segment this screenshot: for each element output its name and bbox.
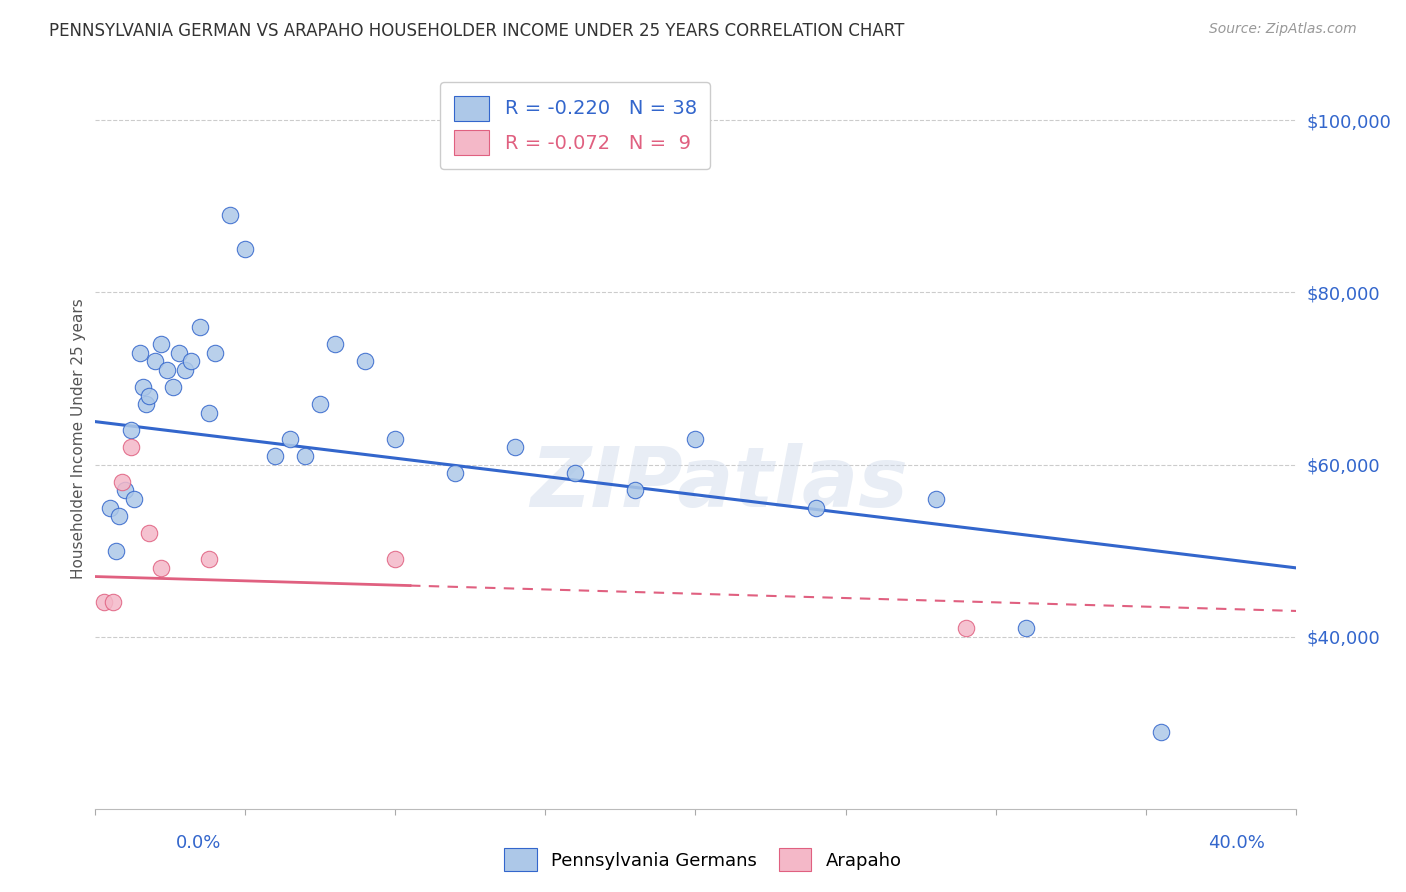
Y-axis label: Householder Income Under 25 years: Householder Income Under 25 years xyxy=(72,299,86,579)
Point xyxy=(104,543,127,558)
Point xyxy=(101,595,124,609)
Point xyxy=(564,466,586,480)
Text: 40.0%: 40.0% xyxy=(1209,834,1265,852)
Point xyxy=(263,449,285,463)
Point xyxy=(503,441,526,455)
Point xyxy=(685,432,707,446)
Point xyxy=(197,552,219,566)
Point xyxy=(143,354,166,368)
Point xyxy=(204,345,226,359)
Point xyxy=(294,449,316,463)
Point xyxy=(925,491,948,506)
Point xyxy=(128,345,150,359)
Point xyxy=(156,363,179,377)
Point xyxy=(384,552,406,566)
Point xyxy=(167,345,190,359)
Point xyxy=(323,337,346,351)
Text: PENNSYLVANIA GERMAN VS ARAPAHO HOUSEHOLDER INCOME UNDER 25 YEARS CORRELATION CHA: PENNSYLVANIA GERMAN VS ARAPAHO HOUSEHOLD… xyxy=(49,22,904,40)
Point xyxy=(218,208,240,222)
Point xyxy=(354,354,377,368)
Point xyxy=(122,491,145,506)
Point xyxy=(93,595,115,609)
Text: ZIPatlas: ZIPatlas xyxy=(530,442,908,524)
Point xyxy=(138,389,160,403)
Point xyxy=(131,380,153,394)
Point xyxy=(624,483,647,498)
Legend: R = -0.220   N = 38, R = -0.072   N =  9: R = -0.220 N = 38, R = -0.072 N = 9 xyxy=(440,82,710,169)
Point xyxy=(1150,724,1173,739)
Point xyxy=(110,475,132,489)
Point xyxy=(135,397,157,411)
Point xyxy=(233,243,256,257)
Point xyxy=(444,466,467,480)
Point xyxy=(162,380,184,394)
Legend: Pennsylvania Germans, Arapaho: Pennsylvania Germans, Arapaho xyxy=(498,841,908,879)
Point xyxy=(384,432,406,446)
Text: 0.0%: 0.0% xyxy=(176,834,221,852)
Point xyxy=(120,441,142,455)
Point xyxy=(107,509,129,524)
Point xyxy=(955,621,977,635)
Point xyxy=(138,526,160,541)
Point xyxy=(173,363,195,377)
Point xyxy=(1015,621,1038,635)
Point xyxy=(98,500,121,515)
Point xyxy=(114,483,136,498)
Point xyxy=(180,354,202,368)
Point xyxy=(149,561,172,575)
Point xyxy=(804,500,827,515)
Text: Source: ZipAtlas.com: Source: ZipAtlas.com xyxy=(1209,22,1357,37)
Point xyxy=(149,337,172,351)
Point xyxy=(278,432,301,446)
Point xyxy=(197,406,219,420)
Point xyxy=(120,423,142,437)
Point xyxy=(309,397,332,411)
Point xyxy=(188,319,211,334)
